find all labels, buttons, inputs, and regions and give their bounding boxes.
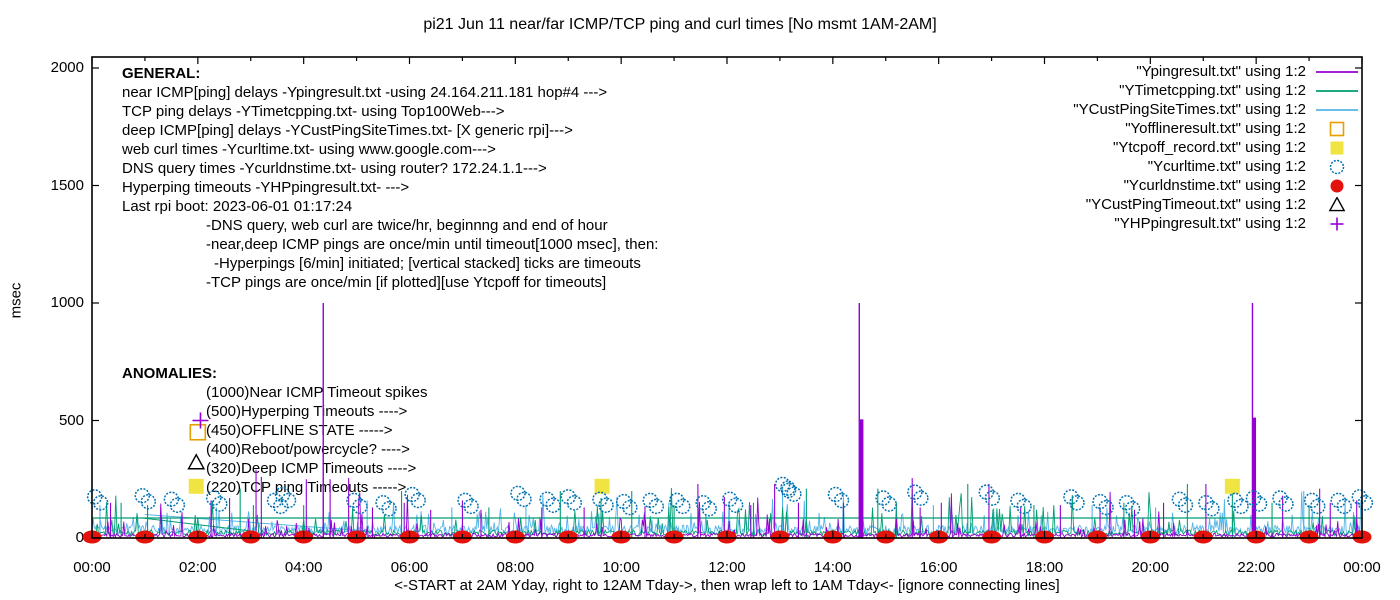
x-tick-label: 22:00 (1237, 559, 1275, 576)
general-note: -DNS query, web curl are twice/hr, begin… (206, 217, 608, 234)
x-tick-label: 00:00 (73, 559, 111, 576)
x-tick-label: 16:00 (919, 559, 958, 576)
general-line: deep ICMP[ping] delays -YCustPingSiteTim… (122, 122, 573, 139)
general-line: Hyperping timeouts -YHPpingresult.txt- -… (122, 179, 410, 196)
series-ycurldnstime-txt (82, 530, 1372, 544)
anomaly-line: (220)TCP ping Timeouts -----> (206, 479, 407, 496)
general-heading: GENERAL: (122, 65, 201, 82)
general-note: -TCP pings are once/min [if plotted][use… (206, 274, 607, 291)
legend-label-ypingresult: "Ypingresult.txt" using 1:2 (1136, 63, 1306, 80)
x-tick-label: 14:00 (814, 559, 852, 576)
general-annotation-block: GENERAL: near ICMP[ping] delays -Ypingre… (122, 64, 658, 292)
legend-row: "YCustPingTimeout.txt" using 1:2 (1073, 195, 1360, 214)
x-tick-label: 04:00 (284, 559, 323, 576)
legend-row: "Ytcpoff_record.txt" using 1:2 (1073, 138, 1360, 157)
y-tick-label: 1000 (50, 294, 84, 311)
legend-label-ytimetcpping: "YTimetcpping.txt" using 1:2 (1119, 82, 1306, 99)
anomalies-heading: ANOMALIES: (122, 365, 217, 382)
anomaly-line: (400)Reboot/powercycle? ----> (206, 441, 410, 458)
anomaly-line: (1000)Near ICMP Timeout spikes (206, 384, 428, 401)
x-tick-label: 02:00 (179, 559, 217, 576)
general-line: TCP ping delays -YTimetcpping.txt- using… (122, 103, 505, 120)
legend-label-ycustpingsitetimes: "YCustPingSiteTimes.txt" using 1:2 (1073, 101, 1306, 118)
legend-row: "Ypingresult.txt" using 1:2 (1073, 62, 1360, 81)
ycurldnstime-filled-circle-icon (1314, 178, 1360, 194)
ycustpingtimeout-open-triangle-icon (1314, 196, 1360, 213)
legend-label-yhppingresult: "YHPpingresult.txt" using 1:2 (1114, 215, 1306, 232)
y-tick-label: 2000 (50, 59, 84, 76)
x-tick-label: 06:00 (390, 559, 429, 576)
legend-row: "Ycurltime.txt" using 1:2 (1073, 157, 1360, 176)
general-note: -Hyperpings [6/min] initiated; [vertical… (214, 255, 641, 272)
x-axis-tick-labels: 00:00 02:00 04:00 06:00 08:00 10:00 12:00 14:00… (0, 559, 1400, 577)
x-tick-label: 12:00 (708, 559, 746, 576)
anomalies-annotation-block: ANOMALIES: (1000)Near ICMP Timeout spike… (122, 364, 427, 497)
legend-row: "Yofflineresult.txt" using 1:2 (1073, 119, 1360, 138)
yofflineresult-open-square-icon (1314, 121, 1360, 137)
legend: "Ypingresult.txt" using 1:2 "YTimetcppin… (1073, 62, 1360, 233)
legend-row: "YCustPingSiteTimes.txt" using 1:2 (1073, 100, 1360, 119)
legend-row: "Ycurldnstime.txt" using 1:2 (1073, 176, 1360, 195)
ytcpoff-record-filled-square-icon (1314, 140, 1360, 156)
general-line: web curl times -Ycurltime.txt- using www… (122, 141, 496, 158)
y-tick-label: 0 (75, 529, 84, 546)
chart-title: pi21 Jun 11 near/far ICMP/TCP ping and c… (423, 16, 937, 33)
x-tick-label: 20:00 (1131, 559, 1170, 576)
x-axis-label: <-START at 2AM Yday, right to 12AM Tday-… (394, 577, 1060, 594)
ycustpingsitetimes-line-swatch-icon (1314, 102, 1360, 118)
legend-label-ycustpingtimeout: "YCustPingTimeout.txt" using 1:2 (1085, 196, 1306, 213)
x-tick-label: 10:00 (602, 559, 640, 576)
legend-label-ytcpoff-record: "Ytcpoff_record.txt" using 1:2 (1113, 139, 1306, 156)
legend-label-ycurldnstime: "Ycurldnstime.txt" using 1:2 (1123, 177, 1306, 194)
anomaly-line: (320)Deep ICMP Timeouts ----> (206, 460, 417, 477)
legend-row: "YHPpingresult.txt" using 1:2 (1073, 214, 1360, 233)
x-tick-label: 08:00 (496, 559, 535, 576)
general-line: Last rpi boot: 2023-06-01 01:17:24 (122, 198, 353, 215)
ypingresult-line-swatch-icon (1314, 64, 1360, 80)
yhppingresult-plus-icon (1314, 216, 1360, 232)
y-axis-tick-labels: 0 500 1000 1500 2000 (0, 0, 90, 600)
y-tick-label: 500 (58, 411, 84, 429)
general-line: DNS query times -Ycurldnstime.txt- using… (122, 160, 547, 177)
legend-label-yofflineresult: "Yofflineresult.txt" using 1:2 (1125, 120, 1306, 137)
legend-label-ycurltime: "Ycurltime.txt" using 1:2 (1147, 158, 1306, 175)
general-line: near ICMP[ping] delays -Ypingresult.txt … (122, 84, 608, 101)
y-tick-label: 1500 (50, 176, 84, 194)
series-yhppingresult-columns (859, 417, 1257, 538)
ytimetcpping-line-swatch-icon (1314, 83, 1360, 99)
anomaly-line: (450)OFFLINE STATE -----> (206, 422, 393, 439)
x-tick-label: 18:00 (1025, 559, 1064, 576)
anomaly-line: (500)Hyperping Timeouts ----> (206, 403, 408, 420)
x-tick-label: 00:00 (1343, 559, 1381, 576)
legend-row: "YTimetcpping.txt" using 1:2 (1073, 81, 1360, 100)
ycurltime-open-circle-icon (1314, 159, 1360, 175)
general-note: -near,deep ICMP pings are once/min until… (206, 236, 659, 253)
